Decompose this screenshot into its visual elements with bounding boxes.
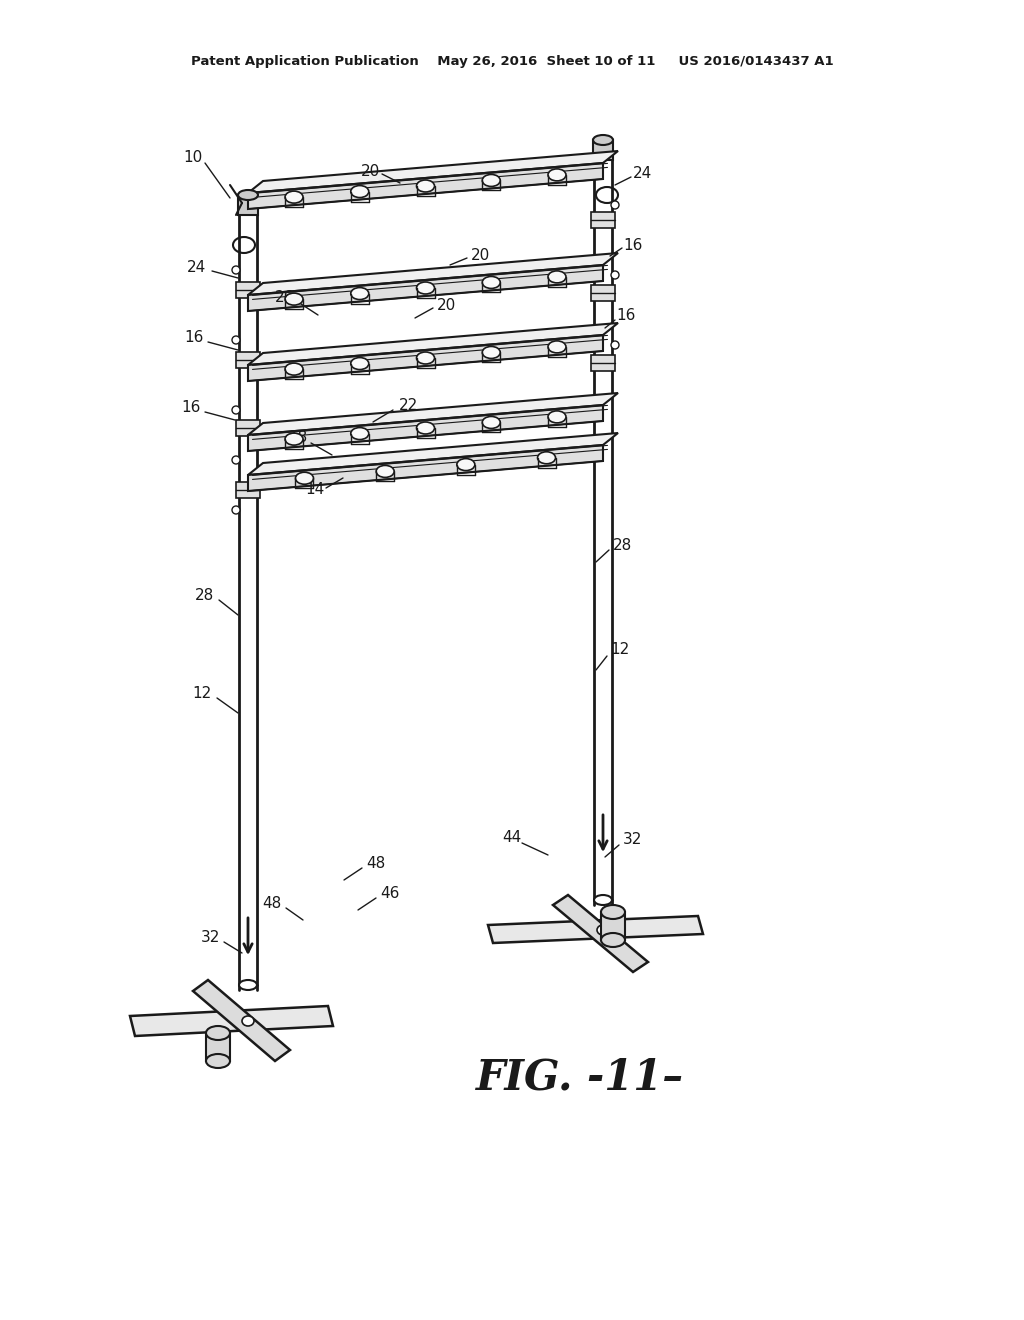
Polygon shape bbox=[248, 433, 618, 475]
Text: 14: 14 bbox=[305, 483, 325, 498]
Ellipse shape bbox=[239, 979, 257, 990]
Text: 24: 24 bbox=[634, 165, 652, 181]
Polygon shape bbox=[591, 285, 615, 301]
Text: Patent Application Publication    May 26, 2016  Sheet 10 of 11     US 2016/01434: Patent Application Publication May 26, 2… bbox=[190, 55, 834, 69]
Ellipse shape bbox=[611, 201, 618, 209]
Text: 44: 44 bbox=[503, 830, 521, 846]
Ellipse shape bbox=[232, 337, 240, 345]
Text: FIG. ‑11–: FIG. ‑11– bbox=[476, 1057, 684, 1100]
Ellipse shape bbox=[601, 906, 625, 919]
Text: 12: 12 bbox=[610, 643, 630, 657]
Ellipse shape bbox=[285, 191, 303, 203]
Ellipse shape bbox=[285, 363, 303, 375]
Ellipse shape bbox=[597, 925, 609, 935]
Polygon shape bbox=[236, 352, 260, 368]
Text: 24: 24 bbox=[186, 260, 206, 276]
Polygon shape bbox=[248, 253, 618, 294]
Ellipse shape bbox=[232, 267, 240, 275]
Ellipse shape bbox=[538, 451, 556, 463]
Ellipse shape bbox=[285, 433, 303, 445]
Ellipse shape bbox=[482, 276, 501, 289]
Ellipse shape bbox=[482, 346, 501, 359]
Polygon shape bbox=[248, 393, 618, 436]
Polygon shape bbox=[248, 335, 603, 381]
Text: 12: 12 bbox=[193, 685, 212, 701]
Polygon shape bbox=[591, 213, 615, 228]
Polygon shape bbox=[248, 162, 603, 209]
Polygon shape bbox=[236, 420, 260, 436]
Polygon shape bbox=[553, 895, 648, 972]
Polygon shape bbox=[193, 979, 290, 1061]
Ellipse shape bbox=[232, 407, 240, 414]
Text: 16: 16 bbox=[624, 238, 643, 252]
Text: 48: 48 bbox=[262, 895, 282, 911]
Ellipse shape bbox=[238, 190, 258, 201]
Ellipse shape bbox=[548, 411, 566, 422]
Text: 48: 48 bbox=[367, 855, 386, 870]
Text: 22: 22 bbox=[398, 397, 418, 412]
Ellipse shape bbox=[593, 135, 613, 145]
Polygon shape bbox=[236, 282, 260, 298]
Ellipse shape bbox=[376, 466, 394, 478]
Polygon shape bbox=[488, 916, 703, 942]
Text: 32: 32 bbox=[201, 931, 220, 945]
Polygon shape bbox=[236, 482, 260, 498]
Ellipse shape bbox=[548, 341, 566, 352]
Ellipse shape bbox=[417, 352, 434, 364]
Polygon shape bbox=[248, 265, 603, 312]
Ellipse shape bbox=[482, 174, 501, 186]
Text: 20: 20 bbox=[470, 248, 489, 263]
Ellipse shape bbox=[296, 473, 313, 484]
Ellipse shape bbox=[457, 458, 475, 471]
Text: 16: 16 bbox=[184, 330, 204, 346]
Ellipse shape bbox=[351, 358, 369, 370]
Polygon shape bbox=[591, 355, 615, 371]
Ellipse shape bbox=[285, 293, 303, 305]
Text: 26: 26 bbox=[275, 290, 295, 305]
Ellipse shape bbox=[242, 1016, 254, 1026]
Polygon shape bbox=[238, 195, 258, 215]
Text: 18: 18 bbox=[289, 430, 307, 446]
Ellipse shape bbox=[548, 271, 566, 282]
Polygon shape bbox=[248, 405, 603, 451]
Ellipse shape bbox=[594, 895, 612, 906]
Ellipse shape bbox=[417, 422, 434, 434]
Ellipse shape bbox=[417, 282, 434, 294]
Text: 16: 16 bbox=[616, 309, 636, 323]
Ellipse shape bbox=[548, 169, 566, 181]
Ellipse shape bbox=[206, 1053, 230, 1068]
Polygon shape bbox=[248, 150, 618, 193]
Text: 20: 20 bbox=[437, 297, 457, 313]
Polygon shape bbox=[601, 912, 625, 940]
Polygon shape bbox=[593, 140, 613, 160]
Ellipse shape bbox=[232, 506, 240, 513]
Text: 46: 46 bbox=[380, 886, 399, 900]
Text: 20: 20 bbox=[360, 165, 380, 180]
Text: 28: 28 bbox=[612, 537, 632, 553]
Ellipse shape bbox=[351, 186, 369, 198]
Text: 16: 16 bbox=[181, 400, 201, 416]
Ellipse shape bbox=[351, 428, 369, 440]
Ellipse shape bbox=[611, 271, 618, 279]
Polygon shape bbox=[130, 1006, 333, 1036]
Polygon shape bbox=[248, 323, 618, 366]
Ellipse shape bbox=[206, 1026, 230, 1040]
Ellipse shape bbox=[351, 288, 369, 300]
Ellipse shape bbox=[611, 341, 618, 348]
Ellipse shape bbox=[482, 416, 501, 429]
Text: 28: 28 bbox=[196, 587, 215, 602]
Ellipse shape bbox=[601, 933, 625, 946]
Text: 10: 10 bbox=[183, 150, 203, 165]
Text: 32: 32 bbox=[623, 833, 642, 847]
Polygon shape bbox=[206, 1034, 230, 1061]
Ellipse shape bbox=[232, 455, 240, 465]
Ellipse shape bbox=[417, 180, 434, 191]
Polygon shape bbox=[248, 445, 603, 491]
